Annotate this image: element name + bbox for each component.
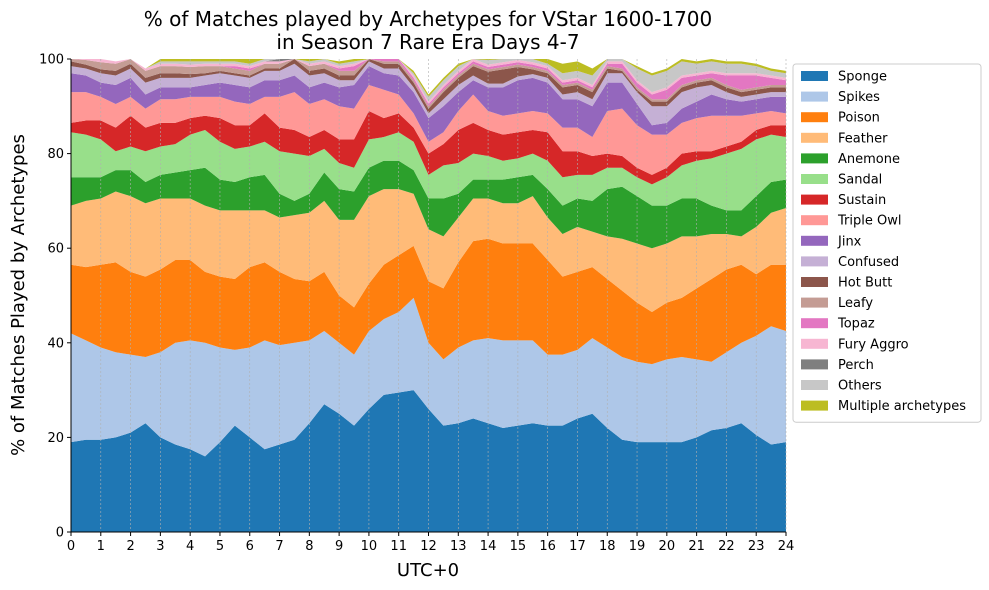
x-tick-label: 19 — [629, 539, 646, 554]
legend-swatch — [801, 297, 828, 308]
x-tick-label: 16 — [539, 539, 556, 554]
y-tick-label: 80 — [47, 147, 64, 162]
x-tick-label: 17 — [569, 539, 586, 554]
legend-label: Fury Aggro — [838, 337, 909, 352]
legend-swatch — [801, 359, 828, 370]
legend: Sponge Spikes Poison Feather Anemone Sandal Su… — [792, 63, 982, 423]
x-tick-label: 1 — [97, 539, 105, 554]
legend-swatch — [801, 153, 828, 164]
x-tick-label: 21 — [688, 539, 705, 554]
legend-swatch — [801, 318, 828, 329]
x-tick-label: 9 — [335, 539, 343, 554]
x-tick-label: 12 — [420, 539, 437, 554]
legend-swatch — [801, 400, 828, 411]
legend-label: Confused — [838, 255, 899, 270]
legend-label: Triple Owl — [837, 214, 901, 229]
legend-label: Spikes — [838, 90, 880, 105]
y-tick-label: 100 — [39, 53, 64, 68]
x-tick-label: 6 — [246, 539, 254, 554]
x-tick-label: 10 — [361, 539, 378, 554]
y-tick-label: 20 — [47, 431, 64, 446]
legend-label: Feather — [838, 131, 888, 146]
y-tick-label: 0 — [56, 526, 64, 541]
legend-swatch — [801, 91, 828, 102]
legend-swatch — [801, 71, 828, 81]
x-tick-label: 13 — [450, 539, 467, 554]
legend-label: Anemone — [838, 152, 900, 167]
vertical-gridlines — [70, 59, 787, 532]
chart-subtitle: in Season 7 Rare Era Days 4-7 — [276, 30, 579, 54]
x-tick-label: 23 — [748, 539, 765, 554]
y-tick-label: 60 — [47, 242, 64, 257]
legend-label: Sponge — [838, 70, 887, 85]
x-tick-label: 3 — [156, 539, 164, 554]
x-tick-label: 22 — [718, 539, 735, 554]
x-tick-label: 5 — [216, 539, 224, 554]
x-tick-label: 14 — [480, 539, 497, 554]
legend-label: Others — [838, 379, 882, 394]
legend-label: Hot Butt — [838, 276, 892, 291]
area-confused — [71, 61, 786, 126]
x-tick-label: 11 — [390, 539, 407, 554]
x-tick-label: 8 — [305, 539, 313, 554]
x-axis-ticks: 0 1 2 3 4 5 6 7 8 9 10 11 12 13 14 15 16 17 18 19 20 21 22 23 24 — [67, 532, 794, 554]
legend-swatch — [801, 277, 828, 287]
legend-label: Leafy — [838, 296, 873, 311]
legend-label: Jinx — [837, 234, 862, 249]
x-tick-label: 18 — [599, 539, 616, 554]
legend-label: Perch — [838, 358, 874, 373]
y-axis-ticks: 0 20 40 60 80 100 — [39, 53, 71, 541]
x-tick-label: 2 — [126, 539, 134, 554]
legend-label: Sustain — [838, 193, 886, 208]
y-axis-label: % of Matches Played by Archetypes — [8, 134, 29, 456]
area-sandal — [71, 129, 786, 211]
legend-label: Topaz — [837, 317, 875, 332]
chart-title: % of Matches played by Archetypes for VS… — [144, 7, 713, 31]
legend-swatch — [801, 215, 828, 226]
area-others — [71, 59, 786, 102]
x-tick-label: 0 — [67, 539, 75, 554]
legend-swatch — [801, 132, 828, 143]
legend-label: Multiple archetypes — [838, 399, 966, 414]
area-sustain — [71, 111, 786, 185]
legend-swatch — [801, 194, 828, 205]
x-tick-label: 24 — [778, 539, 795, 554]
area-jinx — [71, 66, 786, 142]
legend-swatch — [801, 174, 828, 184]
legend-label: Sandal — [838, 173, 882, 188]
legend-swatch — [801, 380, 828, 390]
x-tick-label: 4 — [186, 539, 194, 554]
legend-frame — [792, 63, 982, 423]
legend-swatch — [801, 256, 828, 267]
legend-swatch — [801, 235, 828, 246]
x-tick-label: 15 — [510, 539, 527, 554]
legend-swatch — [801, 338, 828, 349]
x-tick-label: 7 — [275, 539, 283, 554]
x-tick-label: 20 — [659, 539, 676, 554]
x-axis-label: UTC+0 — [397, 560, 459, 581]
y-tick-label: 40 — [47, 336, 64, 351]
legend-swatch — [801, 112, 828, 123]
legend-label: Poison — [838, 111, 880, 126]
